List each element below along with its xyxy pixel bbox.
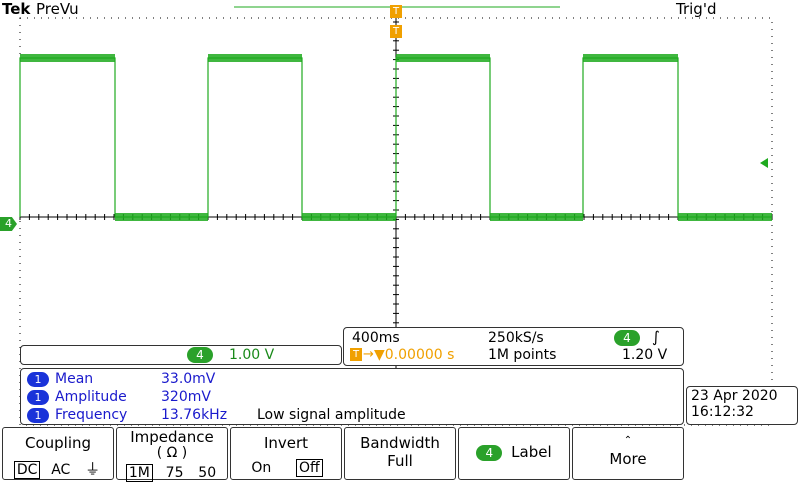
impedance-50-option[interactable]: 50 xyxy=(198,465,217,481)
record-length: 1M points xyxy=(488,347,557,363)
chevron-up-icon: ⌃ xyxy=(623,435,633,446)
measurement-source-badge: 1 xyxy=(27,371,49,387)
arrow-right-icon: → xyxy=(363,347,374,362)
trace-noise-band xyxy=(678,213,772,221)
more-button[interactable]: ⌃ More xyxy=(572,427,684,480)
bandwidth-button[interactable]: Bandwidth Full xyxy=(344,427,456,480)
label-title: Label xyxy=(511,443,552,461)
more-title: More xyxy=(609,450,647,468)
trace-noise-band xyxy=(583,54,678,62)
impedance-unit: ( Ω ) xyxy=(156,445,188,461)
label-channel-badge: 4 xyxy=(476,445,503,461)
trigger-status: Trig'd xyxy=(676,0,717,18)
measurement-value: 320mV xyxy=(161,389,211,405)
coupling-button[interactable]: Coupling DC AC ⏚ xyxy=(2,427,114,480)
measurement-value: 33.0mV xyxy=(161,371,216,387)
trace-noise-band xyxy=(115,213,208,221)
channel-volts-per-div: 1.00 V xyxy=(229,347,275,363)
sample-rate: 250kS/s xyxy=(488,330,544,346)
measurement-value: 13.76kHz xyxy=(161,407,228,423)
bandwidth-value: Full xyxy=(387,452,413,470)
datetime-box: 23 Apr 2020 16:12:32 xyxy=(686,386,798,425)
channel-ground-marker[interactable]: 4 xyxy=(0,217,17,231)
invert-on-option[interactable]: On xyxy=(251,460,272,476)
invert-title: Invert xyxy=(263,434,309,452)
impedance-75-option[interactable]: 75 xyxy=(165,465,184,481)
trigger-source-badge: 4 xyxy=(614,330,640,346)
measurement-source-badge: 1 xyxy=(27,407,49,423)
rising-edge-icon: ∫ xyxy=(652,328,660,346)
date-label: 23 Apr 2020 xyxy=(691,388,778,404)
time-label: 16:12:32 xyxy=(691,404,754,420)
measurement-warning: Low signal amplitude xyxy=(257,407,406,423)
channel-scale-box[interactable]: 4 1.00 V xyxy=(20,345,342,365)
trace-noise-band xyxy=(490,213,583,221)
invert-off-option[interactable]: Off xyxy=(296,459,323,477)
coupling-title: Coupling xyxy=(24,434,92,452)
trigger-position: ▼0.00000 s xyxy=(374,347,455,363)
channel-badge: 4 xyxy=(187,347,213,363)
timebase-panel[interactable]: 400ms 250kS/s 4 ∫ T → ▼0.00000 s 1M poin… xyxy=(343,327,684,366)
measurement-name: Amplitude xyxy=(55,389,127,405)
trigger-level: 1.20 V xyxy=(622,347,668,363)
trigger-level-arrow-icon[interactable] xyxy=(760,158,768,168)
graticule-border xyxy=(19,17,773,426)
ground-icon[interactable]: ⏚ xyxy=(85,460,101,478)
trigger-t-icon: T xyxy=(350,348,362,361)
bandwidth-title: Bandwidth xyxy=(360,434,440,452)
measurements-panel[interactable]: 1 Mean 33.0mV 1 Amplitude 320mV 1 Freque… xyxy=(20,368,684,425)
trace-noise-band xyxy=(302,213,396,221)
measurement-row: 1 Mean 33.0mV xyxy=(27,370,683,388)
brand-logo: Tek xyxy=(2,0,31,18)
time-per-div: 400ms xyxy=(352,330,400,346)
measurement-name: Mean xyxy=(55,371,94,387)
coupling-dc-option[interactable]: DC xyxy=(13,461,41,479)
coupling-ac-option[interactable]: AC xyxy=(51,462,71,478)
measurement-name: Frequency xyxy=(55,407,128,423)
acquisition-mode: PreVu xyxy=(36,0,79,18)
impedance-title: Impedance xyxy=(130,428,214,446)
impedance-1m-option[interactable]: 1M xyxy=(125,464,153,482)
measurement-row: 1 Frequency 13.76kHz Low signal amplitud… xyxy=(27,406,683,424)
trace-noise-band xyxy=(20,54,115,62)
trace-noise-band xyxy=(396,54,490,62)
impedance-button[interactable]: Impedance ( Ω ) 1M 75 50 xyxy=(116,427,228,482)
measurement-row: 1 Amplitude 320mV xyxy=(27,388,683,406)
label-button[interactable]: 4 Label xyxy=(458,427,570,480)
trace-noise-band xyxy=(208,54,302,62)
invert-button[interactable]: Invert On Off xyxy=(230,427,342,480)
square-wave-trace xyxy=(19,57,772,218)
trigger-point-marker: T xyxy=(390,25,402,38)
trigger-position-marker[interactable]: T xyxy=(390,5,402,18)
measurement-source-badge: 1 xyxy=(27,389,49,405)
